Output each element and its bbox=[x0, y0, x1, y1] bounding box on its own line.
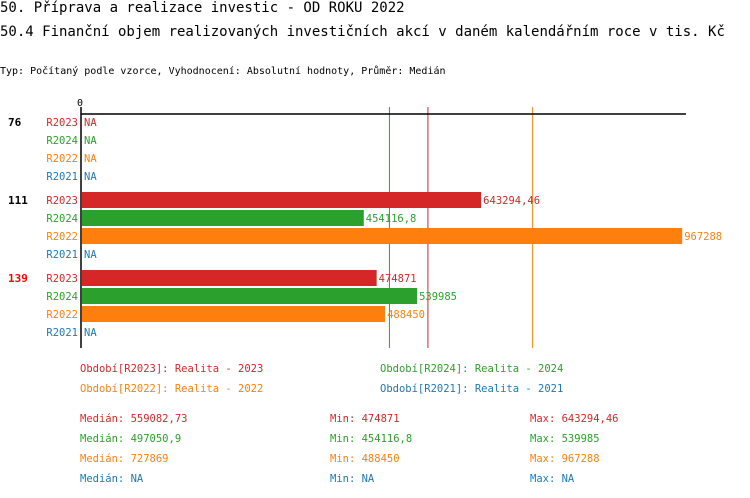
series-label: R2022 bbox=[46, 153, 78, 165]
legend-item: Období[R2023]: Realita - 2023 bbox=[80, 363, 264, 375]
series-label: R2021 bbox=[46, 171, 78, 183]
group-label: 111 bbox=[8, 194, 28, 207]
legend-item: Období[R2022]: Realita - 2022 bbox=[80, 383, 264, 395]
series-label: R2023 bbox=[46, 195, 78, 207]
stat-max: Max: NA bbox=[530, 473, 575, 485]
data-label: NA bbox=[84, 153, 97, 165]
data-label: NA bbox=[84, 171, 97, 183]
chart-info: Typ: Počítaný podle vzorce, Vyhodnocení:… bbox=[0, 66, 446, 77]
data-label: 967288 bbox=[684, 231, 722, 243]
data-label: 488450 bbox=[387, 309, 425, 321]
series-label: R2024 bbox=[46, 213, 78, 225]
data-label: NA bbox=[84, 135, 97, 147]
stat-min: Min: 454116,8 bbox=[330, 433, 413, 445]
data-label: 643294,46 bbox=[483, 195, 540, 207]
stat-max: Max: 967288 bbox=[530, 453, 600, 465]
series-label: R2021 bbox=[46, 327, 78, 339]
bar-R2023 bbox=[82, 270, 377, 286]
legend-item: Období[R2024]: Realita - 2024 bbox=[380, 363, 564, 375]
stat-median: Medián: 559082,73 bbox=[80, 413, 188, 425]
stat-min: Min: 488450 bbox=[330, 453, 400, 465]
group-label: 76 bbox=[8, 116, 22, 129]
bar-R2023 bbox=[82, 192, 482, 208]
series-label: R2023 bbox=[46, 117, 78, 129]
stat-median: Medián: 497050,9 bbox=[80, 433, 182, 445]
bar-R2024 bbox=[82, 288, 418, 304]
x-tick-label: 0 bbox=[77, 98, 83, 109]
series-label: R2024 bbox=[46, 135, 78, 147]
data-label: 539985 bbox=[419, 291, 457, 303]
bar-R2024 bbox=[82, 210, 364, 226]
series-label: R2023 bbox=[46, 273, 78, 285]
legend-item: Období[R2021]: Realita - 2021 bbox=[380, 383, 564, 395]
stat-min: Min: NA bbox=[330, 473, 375, 485]
data-label: 454116,8 bbox=[366, 213, 417, 225]
bar-R2022 bbox=[82, 306, 386, 322]
data-label: NA bbox=[84, 117, 97, 129]
data-label: NA bbox=[84, 327, 97, 339]
group-label: 139 bbox=[8, 272, 28, 285]
series-label: R2021 bbox=[46, 249, 78, 261]
stat-max: Max: 643294,46 bbox=[530, 413, 619, 425]
data-label: 474871 bbox=[379, 273, 417, 285]
series-label: R2024 bbox=[46, 291, 78, 303]
stat-min: Min: 474871 bbox=[330, 413, 400, 425]
series-label: R2022 bbox=[46, 309, 78, 321]
stat-median: Medián: NA bbox=[80, 473, 144, 485]
chart-subtitle: 50.4 Finanční objem realizovaných invest… bbox=[0, 24, 725, 40]
stat-max: Max: 539985 bbox=[530, 433, 600, 445]
stat-median: Medián: 727869 bbox=[80, 453, 169, 465]
data-label: NA bbox=[84, 249, 97, 261]
chart-title: 50. Příprava a realizace investic - OD R… bbox=[0, 0, 405, 16]
bar-R2022 bbox=[82, 228, 683, 244]
series-label: R2022 bbox=[46, 231, 78, 243]
